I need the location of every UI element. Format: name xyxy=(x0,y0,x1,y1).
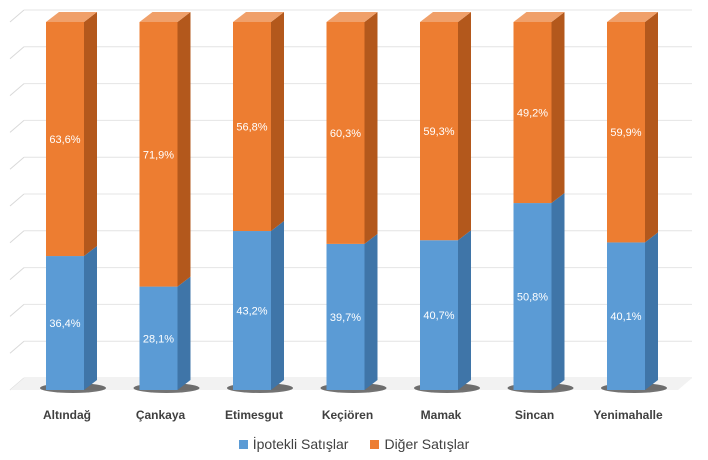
bar-top xyxy=(46,12,97,22)
data-label: 40,1% xyxy=(610,311,641,323)
bar-segment xyxy=(233,231,271,390)
x-axis-tick-labels: Altındağ Çankaya Etimesgut Keçiören Mamak Sin… xyxy=(43,408,663,422)
bar-segment xyxy=(607,22,645,243)
bar-segment-side xyxy=(271,12,284,232)
gridline-diagonal xyxy=(9,267,25,280)
bar-segment xyxy=(139,286,178,390)
bar-segment xyxy=(607,242,645,390)
gridline-diagonal xyxy=(9,120,25,133)
bar-segment-side xyxy=(458,230,471,390)
x-tick-label: Mamak xyxy=(421,408,462,422)
x-tick-label: Etimesgut xyxy=(225,408,283,422)
data-label: 59,9% xyxy=(610,127,641,139)
bar-segment-side xyxy=(551,193,565,390)
gridline-diagonal xyxy=(9,46,25,60)
bar-segment-side xyxy=(364,12,378,244)
bar-top xyxy=(513,12,565,22)
bar-segment xyxy=(46,22,84,257)
bar-segment xyxy=(513,203,552,390)
gridline-diagonal xyxy=(9,230,25,244)
data-label: 39,7% xyxy=(330,312,361,324)
legend-swatch-ipotekli xyxy=(238,439,248,449)
bar-segment-side xyxy=(645,12,658,243)
legend-label-diger: Diğer Satışlar xyxy=(384,436,470,452)
bar-segment-side xyxy=(271,221,284,390)
data-label: 71,9% xyxy=(143,149,174,161)
gridline-diagonal xyxy=(9,156,25,170)
bar-segment xyxy=(139,22,178,287)
data-labels: 36,4% 63,6% 28,1% 71,9% 43,2% 56,8% 39,7% 60,3%… xyxy=(49,108,641,346)
bar-top xyxy=(326,12,378,22)
legend-swatch-diger xyxy=(370,439,380,449)
bar-segment xyxy=(326,243,365,390)
data-label: 63,6% xyxy=(49,134,80,146)
bar-segment xyxy=(420,240,458,390)
bars xyxy=(40,12,667,393)
bar-segment xyxy=(513,22,552,204)
bar-segment xyxy=(420,22,458,241)
bar-segment-side xyxy=(84,246,97,390)
gridline-diagonal xyxy=(9,83,25,96)
gridline-diagonal xyxy=(9,9,25,23)
bar-top xyxy=(233,12,284,22)
bar-top xyxy=(607,12,658,22)
x-tick-label: Yenimahalle xyxy=(593,408,663,422)
data-label: 50,8% xyxy=(517,292,548,304)
bar-segment-side xyxy=(551,12,565,204)
legend-item-ipotekli[interactable]: İpotekli Satışlar xyxy=(238,436,349,452)
gridline-diagonal xyxy=(9,304,25,317)
legend-item-diger[interactable]: Diğer Satışlar xyxy=(370,436,469,452)
data-label: 59,3% xyxy=(423,126,454,138)
gridline-diagonal xyxy=(9,340,25,354)
x-tick-label: Çankaya xyxy=(136,408,186,422)
data-label: 56,8% xyxy=(236,122,267,134)
bar-top xyxy=(420,12,471,22)
bar-segment-side xyxy=(177,12,191,287)
gridline-diagonal xyxy=(9,193,25,207)
bar-segment-side xyxy=(177,276,191,390)
data-label: 36,4% xyxy=(49,318,80,330)
bar-segment-side xyxy=(645,232,658,390)
data-label: 60,3% xyxy=(330,128,361,140)
bar-segment xyxy=(326,22,365,244)
data-label: 28,1% xyxy=(143,333,174,345)
x-tick-label: Keçiören xyxy=(322,408,373,422)
legend: İpotekli Satışlar Diğer Satışlar xyxy=(0,436,708,452)
legend-label-ipotekli: İpotekli Satışlar xyxy=(252,436,349,452)
bar-segment-side xyxy=(364,233,378,390)
bar-segment xyxy=(46,256,84,390)
data-label: 43,2% xyxy=(236,306,267,318)
bar-segment-side xyxy=(84,12,97,257)
bar-segment-side xyxy=(458,12,471,241)
data-label: 49,2% xyxy=(517,108,548,120)
bar-top xyxy=(139,12,191,22)
x-tick-label: Sincan xyxy=(515,408,554,422)
x-tick-label: Altındağ xyxy=(43,408,91,422)
data-label: 40,7% xyxy=(423,310,454,322)
bar-segment xyxy=(233,22,271,232)
